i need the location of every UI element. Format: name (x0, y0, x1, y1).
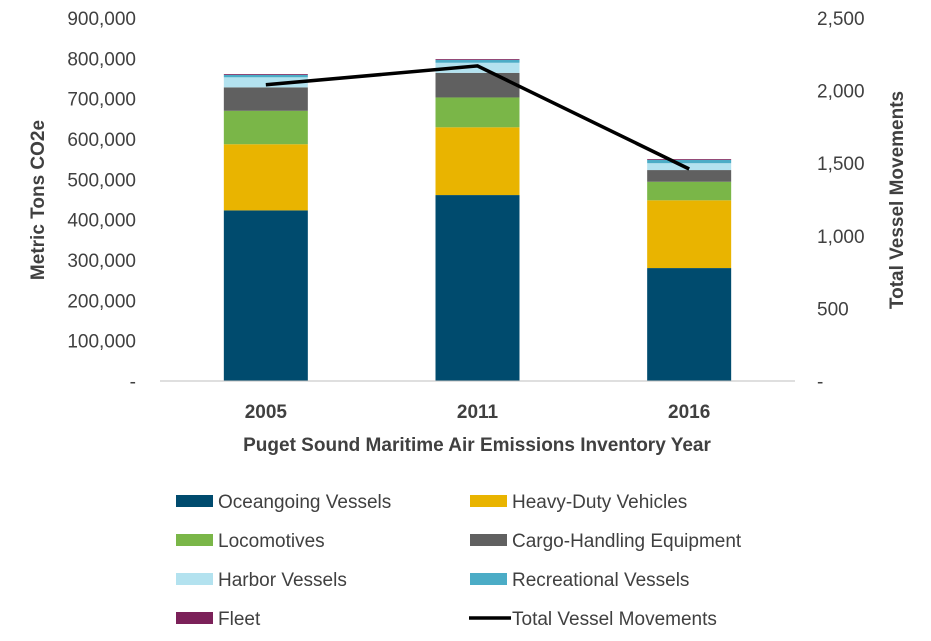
y-tick-label: 400,000 (67, 211, 136, 232)
bar-group (223, 59, 732, 381)
bar-oceangoing-vessels-2016 (647, 268, 732, 381)
bar-cargo-handling-equipment-2011 (435, 72, 520, 98)
bar-cargo-handling-equipment-2016 (647, 170, 732, 182)
legend-label-harbor-vessels: Harbor Vessels (218, 570, 347, 591)
x-tick-label: 2005 (245, 402, 288, 423)
legend-label-fleet: Fleet (218, 609, 261, 630)
y2-tick-label: - (817, 372, 823, 393)
y-tick-label: 300,000 (67, 251, 136, 272)
bar-harbor-vessels-2016 (647, 163, 732, 171)
bar-fleet-2005 (223, 74, 308, 75)
x-tick-label: 2011 (457, 402, 499, 423)
y2-tick-label: 2,500 (817, 9, 865, 30)
bar-heavy-duty-vehicles-2011 (435, 127, 520, 196)
bar-recreational-vessels-2016 (647, 159, 732, 164)
y-axis-tick-labels: - 100,000 200,000 300,000 400,000 500,000 600,… (67, 9, 136, 393)
x-axis-title: Puget Sound Maritime Air Emissions Inven… (243, 435, 711, 456)
bar-heavy-duty-vehicles-2016 (647, 200, 732, 269)
legend-swatch-recreational-vessels (470, 573, 507, 585)
legend-swatch-cargo-handling-equipment (470, 534, 507, 546)
y-tick-label: 800,000 (67, 49, 136, 70)
legend-swatch-heavy-duty-vehicles (470, 495, 507, 507)
legend-label-heavy-duty-vehicles: Heavy-Duty Vehicles (512, 492, 687, 513)
legend-label-recreational-vessels: Recreational Vessels (512, 570, 689, 591)
y-tick-label: 200,000 (67, 291, 136, 312)
legend-swatch-fleet (176, 612, 213, 624)
bar-harbor-vessels-2005 (223, 77, 308, 88)
y-tick-label: 900,000 (67, 9, 136, 30)
legend-swatch-locomotives (176, 534, 213, 546)
bar-locomotives-2016 (647, 181, 732, 201)
y2-tick-label: 500 (817, 299, 849, 320)
legend-label-cargo-handling-equipment: Cargo-Handling Equipment (512, 531, 742, 552)
y-tick-label: - (130, 372, 136, 393)
bar-fleet-2016 (647, 159, 732, 160)
bar-locomotives-2011 (435, 97, 520, 128)
y2-tick-label: 1,000 (817, 227, 865, 248)
line-series (265, 64, 690, 171)
y-tick-label: 500,000 (67, 170, 136, 191)
bar-oceangoing-vessels-2011 (435, 195, 520, 381)
y-tick-label: 100,000 (67, 332, 136, 353)
legend: Oceangoing Vessels Heavy-Duty Vehicles Loc… (176, 492, 742, 630)
x-tick-label: 2016 (668, 402, 710, 423)
y2-axis-title: Total Vessel Movements (887, 91, 908, 309)
bar-locomotives-2005 (223, 110, 308, 145)
legend-label-oceangoing-vessels: Oceangoing Vessels (218, 492, 391, 513)
x-axis-tick-labels: 2005 2011 2016 (245, 402, 711, 423)
y2-axis-tick-labels: - 500 1,000 1,500 2,000 2,500 (817, 9, 865, 393)
bar-oceangoing-vessels-2005 (223, 210, 308, 381)
line-total-vessel-movements (265, 64, 690, 171)
bar-heavy-duty-vehicles-2005 (223, 144, 308, 211)
legend-swatch-harbor-vessels (176, 573, 213, 585)
bar-cargo-handling-equipment-2005 (223, 87, 308, 111)
legend-label-locomotives: Locomotives (218, 531, 325, 552)
y2-tick-label: 1,500 (817, 154, 865, 175)
y2-tick-label: 2,000 (817, 82, 865, 103)
bar-fleet-2011 (435, 59, 520, 60)
y-tick-label: 600,000 (67, 130, 136, 151)
y-axis-title: Metric Tons CO2e (28, 120, 49, 280)
legend-swatch-oceangoing-vessels (176, 495, 213, 507)
legend-label-total-vessel-movements: Total Vessel Movements (512, 609, 717, 630)
y-tick-label: 700,000 (67, 90, 136, 111)
bar-recreational-vessels-2011 (435, 59, 520, 63)
bar-recreational-vessels-2005 (223, 74, 308, 78)
